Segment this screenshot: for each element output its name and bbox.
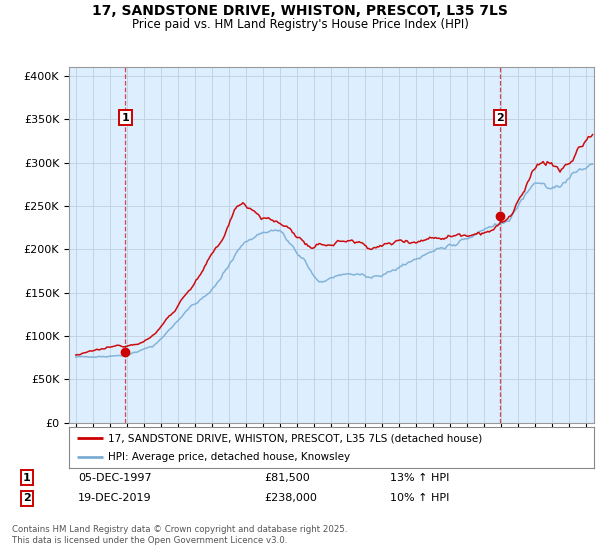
Text: Contains HM Land Registry data © Crown copyright and database right 2025.
This d: Contains HM Land Registry data © Crown c… — [12, 525, 347, 545]
Text: 17, SANDSTONE DRIVE, WHISTON, PRESCOT, L35 7LS: 17, SANDSTONE DRIVE, WHISTON, PRESCOT, L… — [92, 4, 508, 18]
Text: 2: 2 — [23, 493, 31, 503]
Text: 19-DEC-2019: 19-DEC-2019 — [78, 493, 152, 503]
Text: 05-DEC-1997: 05-DEC-1997 — [78, 473, 152, 483]
Text: 1: 1 — [23, 473, 31, 483]
Text: 10% ↑ HPI: 10% ↑ HPI — [390, 493, 449, 503]
Text: 17, SANDSTONE DRIVE, WHISTON, PRESCOT, L35 7LS (detached house): 17, SANDSTONE DRIVE, WHISTON, PRESCOT, L… — [109, 433, 482, 443]
Text: 1: 1 — [122, 113, 129, 123]
Text: 2: 2 — [496, 113, 504, 123]
Text: 13% ↑ HPI: 13% ↑ HPI — [390, 473, 449, 483]
Text: Price paid vs. HM Land Registry's House Price Index (HPI): Price paid vs. HM Land Registry's House … — [131, 18, 469, 31]
Text: £81,500: £81,500 — [264, 473, 310, 483]
Text: HPI: Average price, detached house, Knowsley: HPI: Average price, detached house, Know… — [109, 452, 350, 461]
Text: £238,000: £238,000 — [264, 493, 317, 503]
